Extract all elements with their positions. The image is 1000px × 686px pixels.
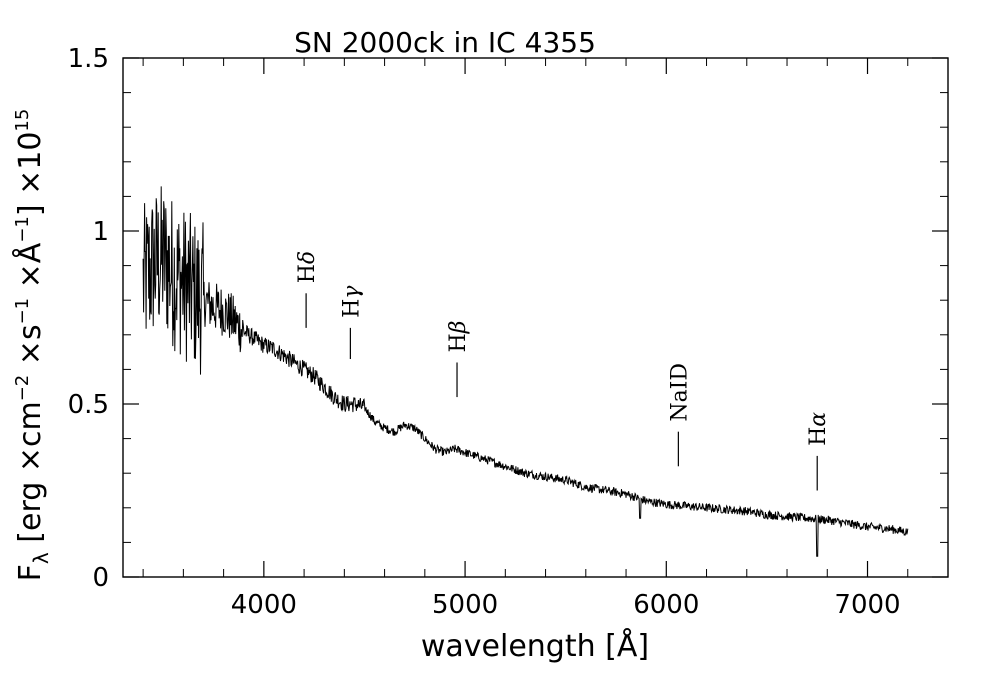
x-axis-label: wavelength [Å] bbox=[421, 628, 649, 664]
line-label-group: Hδ bbox=[295, 251, 320, 283]
line-label-group: Hα bbox=[806, 412, 831, 446]
axis-ticks: 4000 5000 6000 7000 0 0.5 1 1.5 bbox=[68, 44, 949, 620]
line-label-group: Hβ bbox=[446, 321, 471, 353]
y-tick-label: 1 bbox=[92, 217, 109, 247]
plot-border bbox=[122, 57, 949, 578]
spectrum-series bbox=[142, 186, 909, 557]
y-tick-label: 0.5 bbox=[68, 390, 109, 420]
line-label-group: Hγ bbox=[339, 285, 364, 318]
line-annotations: Hδ Hγ Hβ NaID Hα bbox=[295, 251, 831, 491]
line-label-group: NaID bbox=[667, 363, 692, 422]
line-label: Hβ bbox=[446, 321, 471, 353]
y-axis-label: Fλ [erg ×cm−2 ×s−1 ×Å−1] ×1015 bbox=[12, 109, 53, 582]
x-tick-label: 7000 bbox=[834, 590, 900, 620]
line-label: Hδ bbox=[295, 251, 320, 283]
y-tick-label: 0 bbox=[92, 563, 109, 593]
line-label: NaID bbox=[667, 363, 692, 422]
spectrum-line bbox=[142, 186, 909, 557]
line-label: Hγ bbox=[339, 285, 364, 318]
x-tick-label: 4000 bbox=[231, 590, 297, 620]
x-tick-label: 5000 bbox=[432, 590, 498, 620]
plot-frame bbox=[122, 57, 949, 578]
y-axis-label-group: Fλ [erg ×cm−2 ×s−1 ×Å−1] ×1015 bbox=[12, 109, 53, 582]
line-label: Hα bbox=[806, 412, 831, 446]
chart-title: SN 2000ck in IC 4355 bbox=[294, 26, 596, 59]
y-tick-label: 1.5 bbox=[68, 44, 109, 74]
x-tick-label: 6000 bbox=[633, 590, 699, 620]
